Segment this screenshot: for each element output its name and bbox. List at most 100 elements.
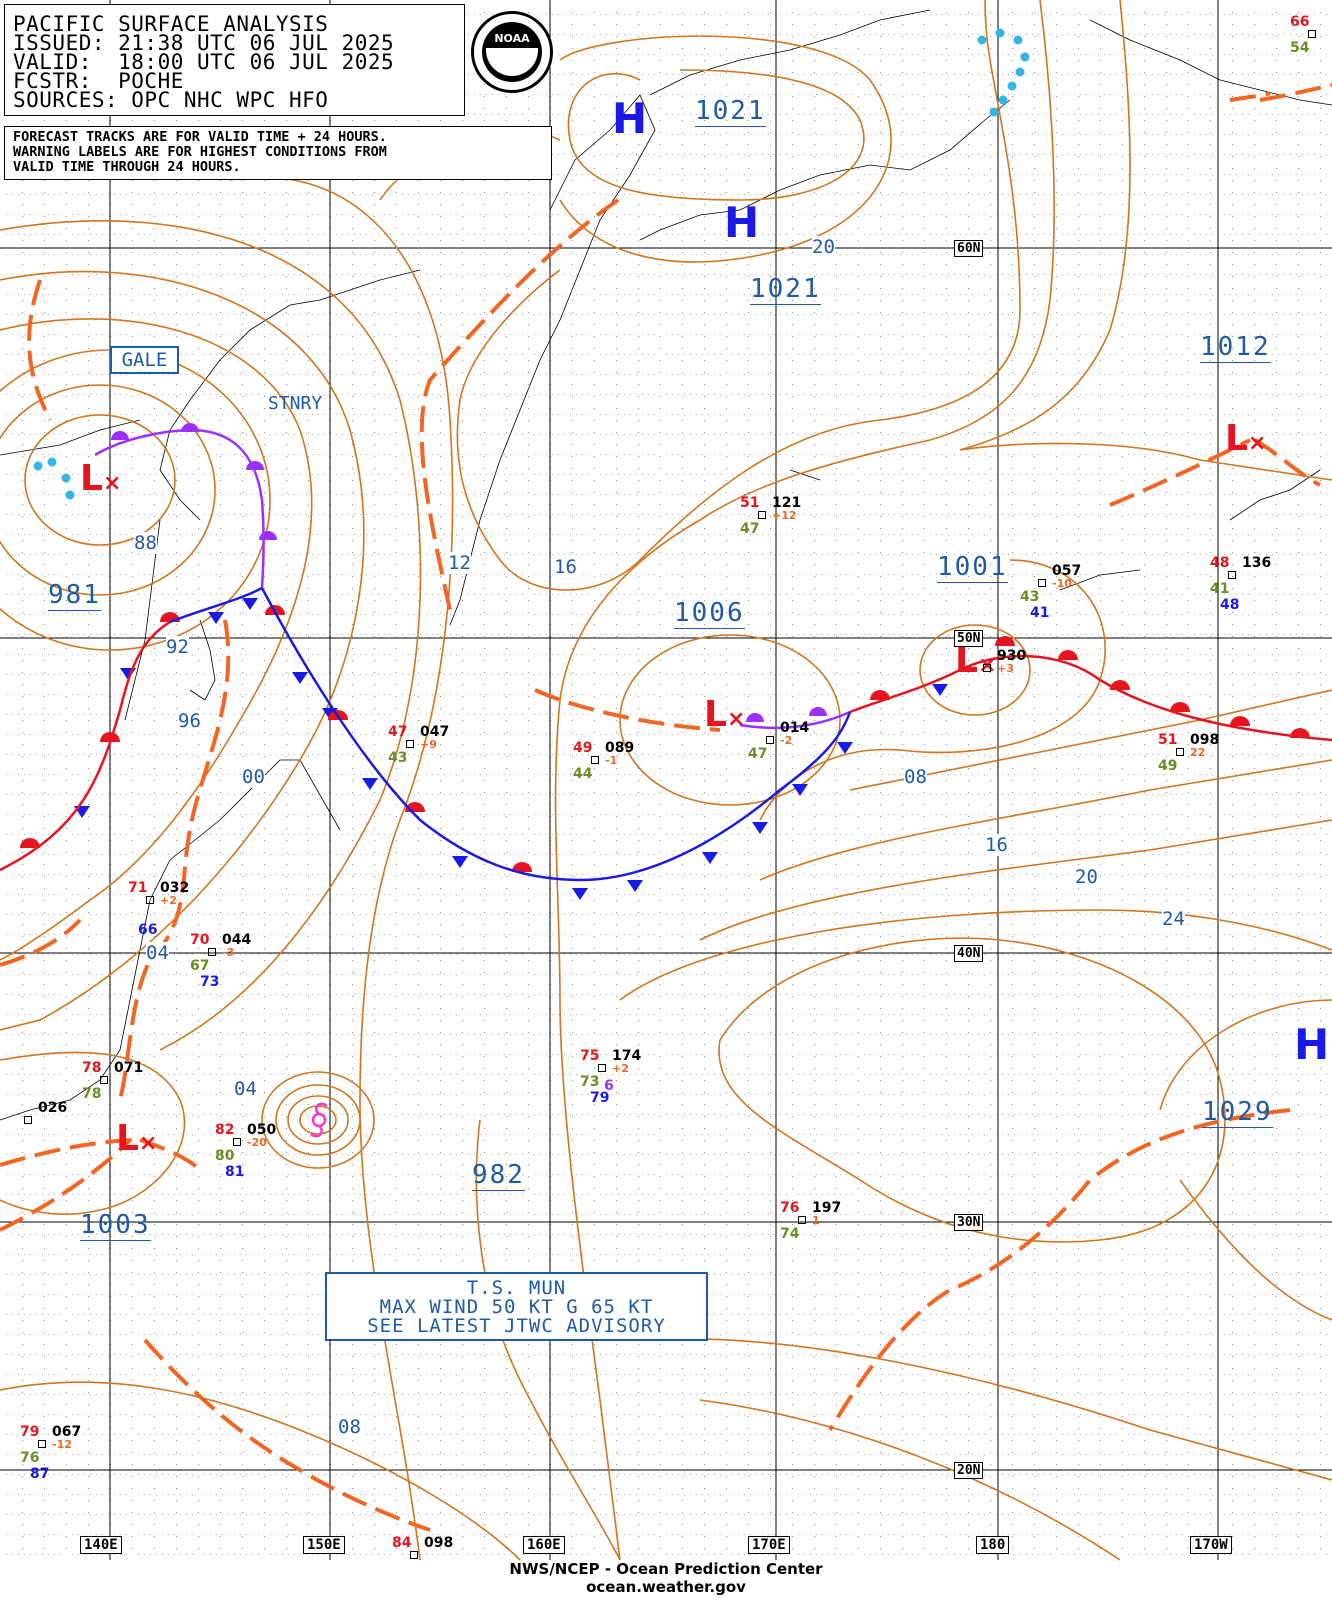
- station-pressure: 930: [997, 648, 1026, 664]
- station-pressure: 089: [605, 740, 634, 756]
- isobar-label: 04: [234, 1078, 257, 1100]
- sources: SOURCES: OPC NHC WPC HFO: [13, 90, 328, 111]
- isobar-label: 20: [812, 236, 835, 258]
- station-marker: [983, 664, 991, 672]
- isobars: [0, 0, 1332, 1561]
- station-pressure: 071: [114, 1060, 143, 1076]
- occluded-front: [94, 428, 851, 730]
- occluded-symbol: [181, 423, 199, 432]
- station-tendency: -3: [222, 946, 234, 959]
- station-temp: 47: [388, 724, 407, 740]
- storm-wind: MAX WIND 50 KT G 65 KT: [327, 1298, 706, 1317]
- high-center-2: H: [724, 198, 759, 247]
- pressure-label: 1021: [750, 274, 821, 305]
- occluded-symbol: [746, 713, 764, 722]
- tropical-storm-symbol: [310, 1102, 328, 1138]
- pressure-label: 1006: [674, 598, 745, 629]
- lat-label: 40N: [954, 945, 984, 962]
- cold-front-triangle: [932, 684, 948, 696]
- occluded-symbol: [246, 461, 264, 470]
- isobar-label: 08: [904, 766, 927, 788]
- footer-agency: NWS/NCEP - Ocean Prediction Center: [0, 1560, 1332, 1578]
- station-tendency: +12: [772, 509, 797, 522]
- station-tendency: 1: [812, 1214, 820, 1227]
- cold-front-triangle: [452, 856, 468, 868]
- pressure-label: 1021: [695, 96, 766, 127]
- isobar-label: 24: [1162, 908, 1185, 930]
- noaa-logo: NOAA: [471, 11, 553, 93]
- tropical-storm-box: T.S. MUN MAX WIND 50 KT G 65 KT SEE LATE…: [325, 1272, 708, 1341]
- station-tendency: -10: [1052, 577, 1072, 590]
- station-temp: 75: [580, 1048, 599, 1064]
- isobar-label: 16: [985, 834, 1008, 856]
- lat-label: 50N: [954, 630, 984, 647]
- station-pressure: 044: [222, 932, 251, 948]
- station-marker: [233, 1138, 241, 1146]
- troughs: [0, 83, 1332, 1532]
- occluded-symbol: [809, 707, 827, 716]
- gale-warning-label: GALE: [110, 346, 179, 374]
- header-box: PACIFIC SURFACE ANALYSIS ISSUED: 21:38 U…: [4, 4, 553, 116]
- warm-front-semicircle: [1058, 650, 1078, 660]
- station-pressure: 050: [247, 1122, 276, 1138]
- station-tendency: +9: [420, 738, 437, 751]
- cold-front-triangle: [242, 598, 258, 610]
- station-tendency: +2: [160, 894, 177, 907]
- isobar-label: 12: [448, 552, 471, 574]
- lon-label: 150E: [303, 1536, 345, 1554]
- lon-label: 160E: [523, 1536, 565, 1554]
- isobar-label: 96: [178, 710, 201, 732]
- station-temp: 71: [128, 880, 147, 896]
- pressure-label: 1003: [80, 1210, 151, 1241]
- station-dewpoint: 80: [215, 1148, 234, 1164]
- isobar-label: 16: [554, 556, 577, 578]
- warm-front-semicircle: [870, 690, 890, 700]
- note-line: VALID TIME THROUGH 24 HOURS.: [13, 160, 241, 175]
- storm-advisory: SEE LATEST JTWC ADVISORY: [327, 1317, 706, 1336]
- cold-front-triangle: [752, 822, 768, 834]
- pressure-label: 982: [472, 1160, 525, 1191]
- station-temp: 49: [573, 740, 592, 756]
- station-marker: [758, 511, 766, 519]
- station-dewpoint: 44: [573, 766, 592, 782]
- station-sst: 87: [30, 1466, 49, 1482]
- low-center-1: L×: [80, 458, 121, 499]
- cold-front-triangle: [572, 888, 588, 900]
- station-temp: 48: [1210, 555, 1229, 571]
- cold-front-triangle: [792, 784, 808, 796]
- station-dewpoint: 54: [1290, 40, 1309, 56]
- station-dewpoint: 41: [1210, 581, 1229, 597]
- station-marker: [798, 1216, 806, 1224]
- cold-front-triangle: [627, 880, 643, 892]
- cold-front-triangle: [702, 852, 718, 864]
- isobar-label: 04: [146, 942, 169, 964]
- station-sst: 66: [138, 922, 157, 938]
- station-temp: 70: [190, 932, 209, 948]
- station-pressure: 174: [612, 1048, 641, 1064]
- station-pressure: 121: [772, 495, 801, 511]
- isobar-label: 08: [338, 1416, 361, 1438]
- station-temp: 66: [1290, 14, 1309, 30]
- warm-front-east: [849, 654, 1332, 742]
- station-dewpoint: 78: [82, 1086, 101, 1102]
- isobar-label: 88: [134, 532, 157, 554]
- station-marker: [1038, 579, 1046, 587]
- note-box: FORECAST TRACKS ARE FOR VALID TIME + 24 …: [4, 126, 552, 180]
- station-marker: [146, 896, 154, 904]
- cold-front-triangle: [292, 672, 308, 684]
- low-center-5: L×: [116, 1118, 157, 1159]
- isobar-label: 00: [242, 766, 265, 788]
- footer-url: ocean.weather.gov: [0, 1578, 1332, 1596]
- station-tendency: -20: [247, 1136, 267, 1149]
- station-marker: [1176, 748, 1184, 756]
- station-temp: 82: [215, 1122, 234, 1138]
- cold-front-triangle: [362, 778, 378, 790]
- low-center-4: L×: [1225, 418, 1266, 459]
- station-marker: [410, 1551, 418, 1559]
- station-dewpoint: 47: [740, 521, 759, 537]
- station-pressure: 047: [420, 724, 449, 740]
- lat-label: 20N: [954, 1462, 984, 1479]
- station-marker: [598, 1064, 606, 1072]
- station-marker: [38, 1440, 46, 1448]
- station-pressure: 067: [52, 1424, 81, 1440]
